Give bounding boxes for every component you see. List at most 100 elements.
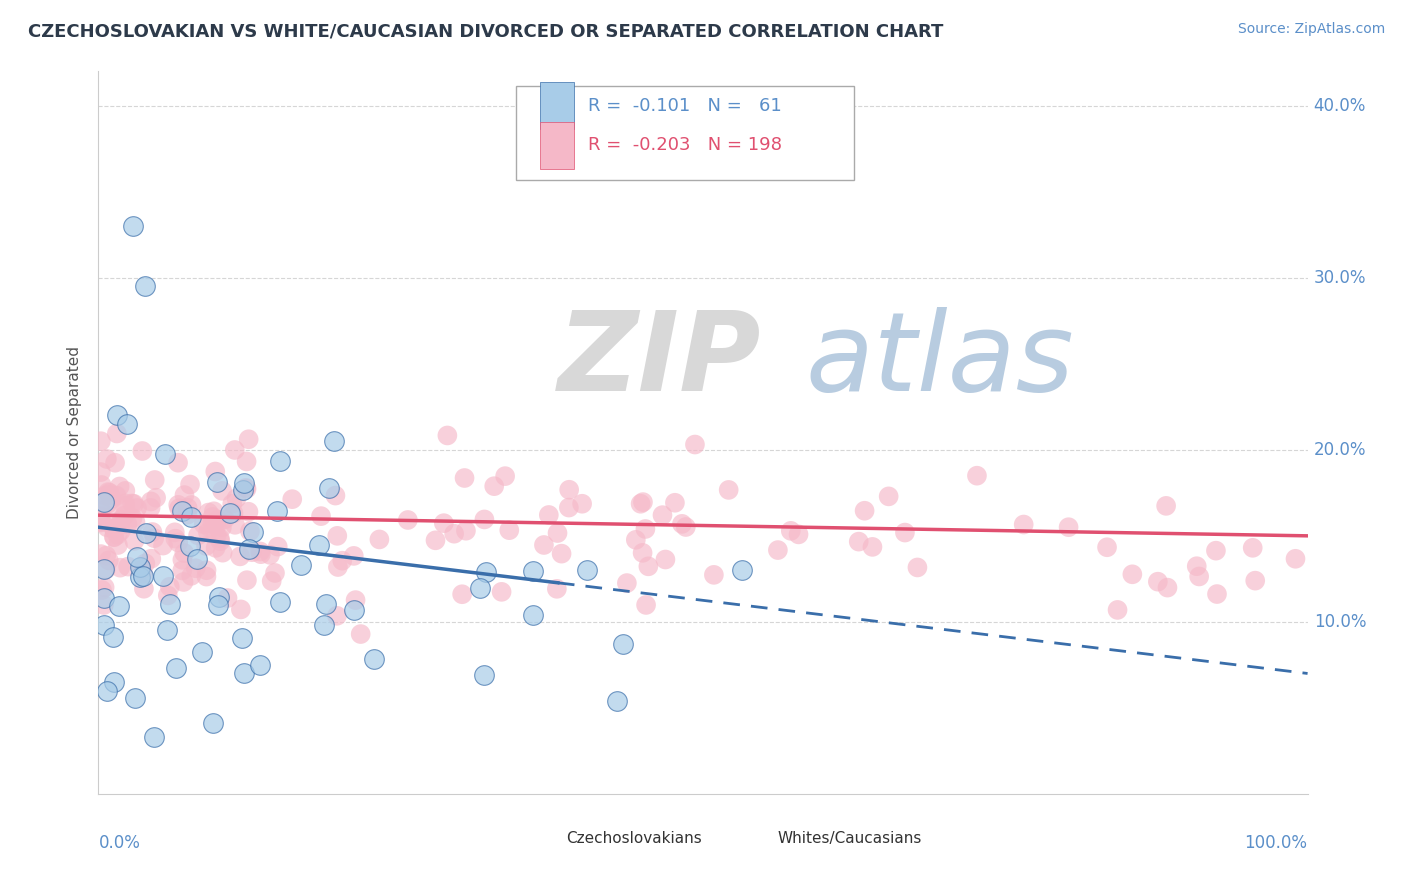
Point xyxy=(143,531,166,545)
Point xyxy=(193,517,215,532)
Point xyxy=(110,512,132,526)
Point xyxy=(214,512,236,526)
Point xyxy=(167,456,190,470)
Point xyxy=(117,417,139,431)
Point xyxy=(637,559,659,574)
Point xyxy=(236,573,259,587)
Point xyxy=(266,504,288,518)
Point xyxy=(110,524,132,538)
Point xyxy=(131,444,153,458)
Point xyxy=(907,560,929,574)
Point xyxy=(173,488,195,502)
Point xyxy=(180,498,202,512)
Point xyxy=(132,566,155,581)
Point xyxy=(326,608,349,623)
Point xyxy=(96,683,118,698)
Point xyxy=(219,506,242,520)
Point xyxy=(443,526,465,541)
Point xyxy=(630,497,652,511)
Point xyxy=(179,477,201,491)
Point xyxy=(368,533,391,547)
Point xyxy=(363,652,385,666)
Point xyxy=(612,637,634,651)
Point xyxy=(107,538,129,552)
Point xyxy=(103,675,125,690)
Point xyxy=(675,520,697,534)
Point xyxy=(141,551,163,566)
Point xyxy=(172,553,194,567)
Point xyxy=(703,567,725,582)
Point xyxy=(491,584,513,599)
Text: 10.0%: 10.0% xyxy=(1313,613,1367,631)
Point xyxy=(1095,541,1118,555)
Point xyxy=(436,428,458,442)
Text: 100.0%: 100.0% xyxy=(1244,834,1308,852)
Point xyxy=(616,576,638,591)
Point xyxy=(343,603,366,617)
Point xyxy=(779,524,801,538)
Text: 40.0%: 40.0% xyxy=(1313,96,1367,115)
Point xyxy=(176,500,198,515)
Bar xyxy=(540,122,574,169)
Bar xyxy=(527,831,554,852)
Point xyxy=(232,666,254,681)
Point xyxy=(315,597,337,611)
Point xyxy=(894,525,917,540)
Point xyxy=(664,496,686,510)
Point xyxy=(207,513,229,527)
Point xyxy=(877,489,900,503)
Point xyxy=(425,533,447,548)
Text: Whites/Caucasians: Whites/Caucasians xyxy=(778,831,922,847)
Point xyxy=(264,566,287,580)
Point xyxy=(129,560,152,574)
Point xyxy=(96,549,118,563)
Point xyxy=(269,595,291,609)
Point xyxy=(453,471,475,485)
Point xyxy=(90,465,112,479)
Point xyxy=(167,501,190,516)
Point xyxy=(249,657,271,672)
Point xyxy=(145,491,167,505)
Point xyxy=(94,563,117,577)
Point xyxy=(98,486,121,500)
Point xyxy=(143,473,166,487)
Point xyxy=(250,547,273,561)
Point xyxy=(201,510,224,524)
Point xyxy=(238,505,260,519)
Point xyxy=(546,582,568,596)
Point xyxy=(139,500,162,515)
Point xyxy=(605,694,627,708)
Point xyxy=(1107,603,1129,617)
Point xyxy=(1154,499,1177,513)
Point xyxy=(269,454,291,468)
Point xyxy=(1206,587,1229,601)
Point xyxy=(156,624,179,638)
Point xyxy=(482,479,505,493)
Point xyxy=(114,508,136,523)
Point xyxy=(281,492,304,507)
Point xyxy=(91,582,114,597)
Point xyxy=(853,504,876,518)
Point xyxy=(636,598,658,612)
Point xyxy=(314,618,336,632)
Point xyxy=(1121,567,1143,582)
Point xyxy=(124,533,146,548)
Point xyxy=(238,541,260,556)
Point xyxy=(103,522,125,536)
Point xyxy=(198,520,221,534)
Point xyxy=(121,496,143,510)
Point xyxy=(1156,581,1178,595)
Point xyxy=(326,529,349,543)
Point xyxy=(96,452,118,467)
Text: 0.0%: 0.0% xyxy=(98,834,141,852)
Point xyxy=(155,447,177,461)
Point xyxy=(100,509,122,524)
Point xyxy=(654,552,676,566)
Point xyxy=(537,508,560,522)
Point xyxy=(131,563,153,577)
Point xyxy=(172,563,194,577)
Point xyxy=(97,553,120,567)
Point xyxy=(122,219,145,234)
Point xyxy=(229,549,252,564)
Point xyxy=(235,454,257,468)
